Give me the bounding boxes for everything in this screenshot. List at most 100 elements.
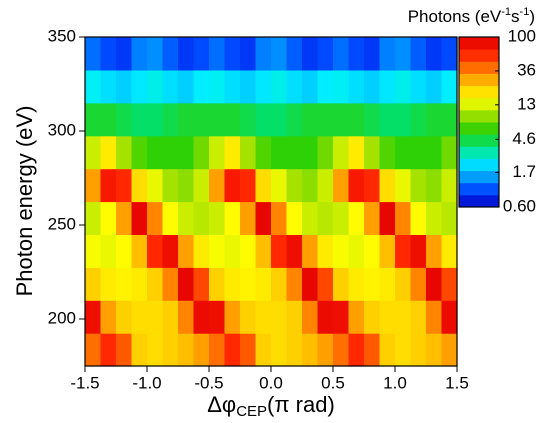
colorbar-band [459,122,499,135]
heat-cell [193,300,210,334]
heat-cell [255,102,272,137]
heatmap [85,37,458,367]
heat-cell [193,168,210,203]
heat-cell [85,69,102,104]
heat-cell [395,168,412,203]
heat-cell [131,69,148,104]
heat-cell [410,168,427,203]
colorbar-tick-label: 100 [508,26,536,45]
heat-cell [255,69,272,104]
heat-cell [302,37,319,71]
heat-cell [178,267,195,301]
heat-cell [333,234,350,268]
heat-cell [193,234,210,268]
heat-cell [348,201,365,235]
heat-cell [271,69,288,104]
heat-cell [240,201,257,235]
heat-cell [426,267,443,301]
heat-cell [193,69,210,104]
heat-cell [317,168,334,203]
heat-cell [85,267,102,301]
heat-cell [100,201,117,235]
heat-cell [302,135,319,170]
heat-cell [100,267,117,301]
x-label-rest: (π rad) [267,392,335,417]
heat-cell [100,168,117,203]
heat-cell [209,168,226,203]
colorbar-band [459,146,499,159]
heat-cell [147,333,164,367]
heat-cell [85,37,102,71]
heat-cell [255,300,272,334]
heat-cell [348,135,365,170]
heat-cell [271,267,288,301]
heat-cell [333,37,350,71]
heat-cell [116,37,133,71]
heat-cell [224,201,241,235]
heat-cell [193,135,210,170]
heat-cell [131,300,148,334]
heat-cell [333,300,350,334]
heat-cell [348,168,365,203]
heat-cell [333,267,350,301]
x-label-sub: CEP [236,403,267,420]
heat-cell [224,168,241,203]
heat-cell [379,333,396,367]
heat-cell [240,168,257,203]
heat-cell [224,102,241,137]
heat-cell [178,69,195,104]
heat-cell [410,201,427,235]
heat-cell [240,267,257,301]
heat-cell [302,201,319,235]
heat-cell [302,234,319,268]
heat-cell [286,300,303,334]
heat-cell [379,37,396,71]
heat-cell [193,333,210,367]
heat-cell [255,201,272,235]
heat-cell [255,135,272,170]
cb-label-part: s [511,7,520,26]
heat-cell [410,37,427,71]
heat-cell [441,201,458,235]
heat-cell [426,135,443,170]
heat-cell [178,135,195,170]
x-tick-label: -0.5 [194,373,223,392]
heat-cell [441,37,458,71]
heat-cell [364,201,381,235]
heat-cell [162,300,179,334]
heat-cell [317,234,334,268]
heat-cell [348,234,365,268]
heat-cell [333,102,350,137]
colorbar [459,37,499,208]
colorbar-band [459,61,499,74]
heat-cell [178,201,195,235]
heat-cell [395,300,412,334]
colorbar-tick-label: 36 [517,60,536,79]
colorbar-tick-label: 1.7 [512,162,536,181]
heat-cell [286,135,303,170]
heat-cell [85,135,102,170]
y-tick-label: 350 [48,26,76,45]
colorbar-band [459,182,499,196]
heat-cell [348,37,365,71]
heat-cell [286,201,303,235]
heat-cell [255,168,272,203]
colorbar-tick-label: 0.60 [503,196,536,215]
heat-cell [395,267,412,301]
colorbar-tick-label: 13 [517,94,536,113]
cb-label-sup: -1 [501,6,511,18]
x-tick-label: 1.0 [383,373,407,392]
x-label-main: Δφ [207,392,236,417]
heat-cell [209,135,226,170]
heat-cell [426,234,443,268]
colorbar-frame [458,36,500,208]
heat-cell [224,135,241,170]
x-tick-label: 1.5 [445,373,469,392]
heat-cell [286,37,303,71]
heat-cell [379,69,396,104]
heat-cell [209,300,226,334]
colorbar-band [459,49,499,62]
colorbar-band [459,73,499,87]
heat-cell [162,102,179,137]
